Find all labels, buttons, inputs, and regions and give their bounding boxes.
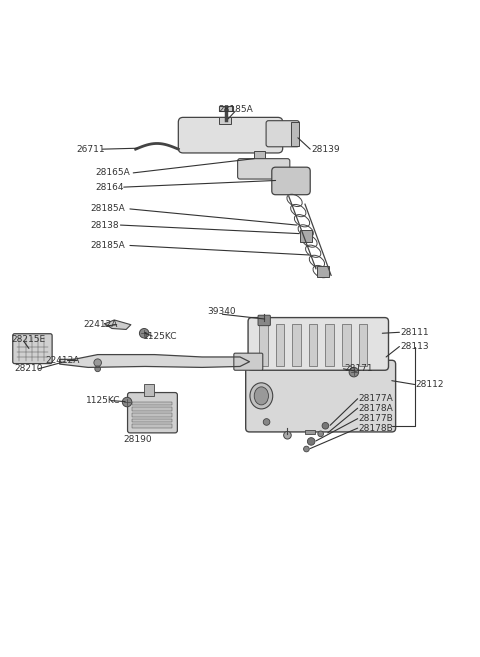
Text: 1125KC: 1125KC <box>86 396 120 405</box>
Bar <box>292 324 301 365</box>
Text: 28178A: 28178A <box>359 403 394 413</box>
FancyBboxPatch shape <box>266 121 300 147</box>
Text: 39340: 39340 <box>207 307 235 317</box>
Text: 28185A: 28185A <box>218 105 252 114</box>
Circle shape <box>284 432 291 439</box>
Text: 28138: 28138 <box>91 221 119 229</box>
Bar <box>219 106 233 111</box>
Bar <box>132 424 172 428</box>
Bar <box>359 324 367 365</box>
Bar <box>132 401 172 405</box>
Circle shape <box>318 431 324 437</box>
Bar <box>219 118 230 124</box>
Bar <box>300 231 312 242</box>
Bar <box>309 324 317 365</box>
Bar <box>342 324 350 365</box>
Bar <box>291 122 299 146</box>
Circle shape <box>122 397 132 407</box>
Circle shape <box>263 419 270 425</box>
Text: 28171: 28171 <box>344 365 373 373</box>
Bar <box>276 324 284 365</box>
Polygon shape <box>60 355 250 367</box>
FancyBboxPatch shape <box>238 158 290 179</box>
Text: 28164: 28164 <box>96 183 124 192</box>
Circle shape <box>95 366 100 372</box>
Bar <box>132 407 172 411</box>
FancyBboxPatch shape <box>128 392 178 433</box>
Text: 28177A: 28177A <box>359 394 394 403</box>
Circle shape <box>349 367 359 377</box>
Text: 28190: 28190 <box>124 436 152 445</box>
Circle shape <box>303 446 309 452</box>
FancyBboxPatch shape <box>258 315 270 326</box>
Text: 28185A: 28185A <box>91 241 125 250</box>
Ellipse shape <box>250 383 273 409</box>
Text: 28113: 28113 <box>400 342 429 351</box>
FancyBboxPatch shape <box>248 317 388 371</box>
Bar <box>132 419 172 422</box>
FancyBboxPatch shape <box>272 167 310 194</box>
Text: 1125KC: 1125KC <box>143 332 177 340</box>
Text: 28165A: 28165A <box>96 168 130 177</box>
Circle shape <box>139 328 149 338</box>
Text: 28111: 28111 <box>400 328 429 337</box>
Bar <box>259 324 267 365</box>
Polygon shape <box>105 320 131 329</box>
Text: 28210: 28210 <box>14 365 43 373</box>
Text: 22412A: 22412A <box>84 320 118 329</box>
FancyBboxPatch shape <box>179 118 283 153</box>
Text: 28185A: 28185A <box>91 204 125 214</box>
FancyBboxPatch shape <box>246 360 396 432</box>
Bar <box>144 384 154 396</box>
Bar <box>304 430 315 434</box>
Circle shape <box>94 359 101 367</box>
Text: 26711: 26711 <box>76 145 105 154</box>
Ellipse shape <box>254 387 268 405</box>
Text: 22412A: 22412A <box>46 356 80 365</box>
Text: 28215E: 28215E <box>12 335 46 344</box>
Bar <box>325 324 334 365</box>
FancyBboxPatch shape <box>234 353 263 371</box>
Bar <box>254 150 264 165</box>
Text: 28178B: 28178B <box>359 424 394 432</box>
Text: 28112: 28112 <box>416 380 444 389</box>
Text: 28177B: 28177B <box>359 414 394 423</box>
Bar <box>317 266 329 277</box>
Bar <box>132 413 172 417</box>
FancyBboxPatch shape <box>13 334 52 363</box>
Circle shape <box>322 422 329 429</box>
Circle shape <box>307 438 315 445</box>
Text: 28139: 28139 <box>311 145 340 154</box>
